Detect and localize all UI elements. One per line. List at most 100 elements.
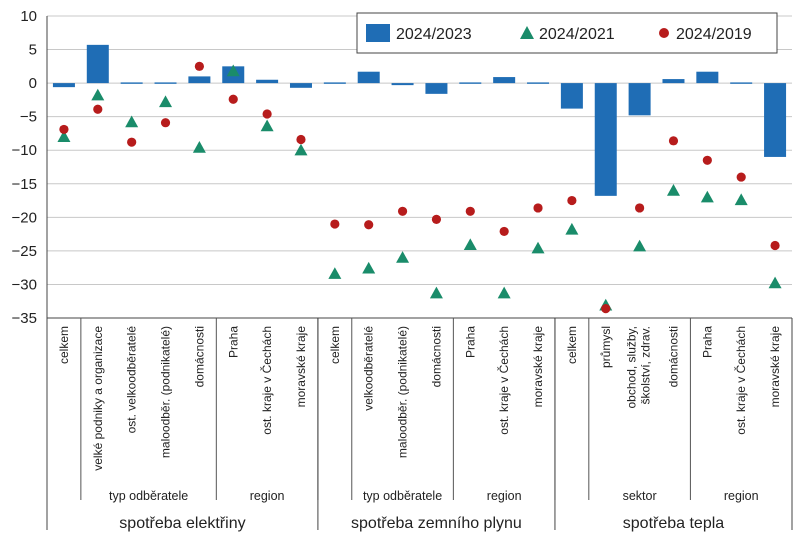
bar-2024-2023 [594, 83, 617, 196]
y-tick-label: −35 [12, 310, 37, 327]
y-tick-label: 0 [29, 75, 37, 92]
category-label: ost. kraje v Čechách [259, 326, 274, 435]
legend-label-2024-2021: 2024/2021 [539, 26, 615, 43]
dot-2024-2019 [736, 172, 746, 182]
bar-2024-2023 [527, 82, 550, 84]
dot-2024-2019 [635, 203, 645, 213]
category-label: velké podniky a organizace [91, 326, 105, 471]
subgroup-label: sektor [623, 489, 657, 503]
y-axis-tick-labels: 10 5 0 −5 −10 −15 −20 −25 −30 −35 [12, 8, 37, 327]
triangle-2024-2021 [362, 261, 376, 274]
triangle-2024-2021 [192, 141, 206, 153]
dot-2024-2019 [397, 206, 408, 216]
bar-2024-2023 [52, 83, 75, 88]
markers-2024-2021 [57, 64, 782, 311]
dot-2024-2019 [567, 195, 577, 206]
category-label: celkem [57, 326, 71, 364]
category-label: domácnosti [666, 326, 680, 387]
category-label: ost. kraje v Čechách [496, 326, 511, 435]
dot-2024-2019 [533, 203, 543, 213]
category-axis: celkem velké podniky a organizace ost. vel… [46, 16, 793, 532]
triangle-2024-2021 [125, 115, 139, 128]
bar-2024-2023 [662, 79, 685, 84]
category-label: moravské kraje [531, 326, 545, 408]
dot-2024-2019 [160, 118, 171, 128]
y-tick-label: 5 [29, 42, 37, 59]
triangle-2024-2021 [768, 276, 782, 289]
dot-2024-2019 [601, 304, 611, 314]
bar-2024-2023 [493, 77, 516, 84]
triangle-2024-2021 [429, 286, 443, 299]
y-tick-label: −25 [12, 243, 37, 260]
gridlines [47, 15, 792, 319]
category-label: ost. velkoodběratelé [125, 326, 139, 434]
group-label: spotřeba tepla [623, 515, 725, 532]
triangle-2024-2021 [226, 64, 240, 77]
triangle-2024-2021 [91, 88, 105, 101]
triangle-2024-2021 [159, 95, 173, 108]
bar-2024-2023 [764, 83, 787, 157]
legend-label-2024-2019: 2024/2019 [676, 26, 752, 43]
dot-2024-2019 [330, 219, 340, 229]
dot-2024-2019 [770, 240, 780, 251]
triangle-2024-2021 [463, 238, 477, 251]
dot-2024-2019 [93, 104, 103, 114]
triangle-2024-2021 [633, 239, 647, 252]
dot-2024-2019 [499, 226, 509, 237]
category-label: Praha [700, 326, 714, 358]
y-tick-label: 10 [20, 8, 37, 25]
subgroup-label: typ odběratele [109, 489, 188, 503]
dot-2024-2019 [364, 220, 374, 230]
subgroup-label: region [250, 489, 285, 503]
bar-2024-2023 [86, 44, 109, 84]
legend-box [356, 12, 778, 54]
group-label: spotřeba zemního plynu [351, 515, 522, 532]
triangle-2024-2021 [497, 286, 511, 299]
dot-2024-2019 [465, 206, 475, 216]
category-label: velkoodběratelé [362, 326, 376, 411]
y-tick-label: −15 [12, 176, 37, 193]
legend-swatch-triangle [520, 26, 534, 39]
bar-2024-2023 [425, 83, 448, 94]
category-label: maloodběr. (podnikatelé) [396, 326, 410, 458]
triangle-2024-2021 [531, 241, 545, 254]
dot-2024-2019 [262, 109, 272, 119]
bar-2024-2023 [188, 76, 211, 84]
category-label: domácnosti [192, 326, 206, 387]
triangle-2024-2021 [734, 193, 748, 206]
bar-2024-2023 [696, 71, 719, 84]
dot-2024-2019 [228, 94, 238, 104]
category-label: Praha [226, 326, 240, 358]
bar-2024-2023 [628, 83, 651, 116]
bar-2024-2023 [120, 82, 143, 84]
dot-2024-2019 [431, 214, 442, 224]
dot-2024-2019 [668, 136, 679, 146]
triangle-2024-2021 [565, 222, 579, 235]
category-label: moravské kraje [768, 326, 782, 408]
y-tick-label: −20 [12, 209, 37, 226]
triangle-2024-2021 [294, 143, 308, 156]
legend-label-2024-2023: 2024/2023 [396, 26, 472, 43]
category-label: moravské kraje [294, 326, 308, 408]
subgroup-label: region [487, 489, 522, 503]
legend-swatch-circle [659, 28, 669, 38]
triangle-2024-2021 [328, 267, 342, 279]
y-tick-label: −5 [20, 109, 37, 126]
bar-2024-2023 [256, 79, 279, 84]
bars-2024-2023 [52, 44, 787, 196]
bar-2024-2023 [323, 82, 346, 84]
y-tick-label: −30 [12, 276, 37, 293]
triangle-2024-2021 [57, 130, 71, 142]
dot-2024-2019 [194, 61, 204, 71]
category-label: celkem [328, 326, 342, 364]
legend: 2024/2023 2024/2021 2024/2019 [356, 12, 778, 54]
markers-2024-2019 [59, 61, 780, 314]
bar-2024-2023 [560, 83, 583, 109]
y-tick-label: −10 [12, 142, 37, 159]
category-label: ost. kraje v Čechách [733, 326, 748, 435]
dot-2024-2019 [59, 124, 69, 135]
legend-swatch-bar [366, 24, 390, 42]
category-label: Praha [463, 326, 477, 358]
triangle-2024-2021 [666, 183, 680, 196]
